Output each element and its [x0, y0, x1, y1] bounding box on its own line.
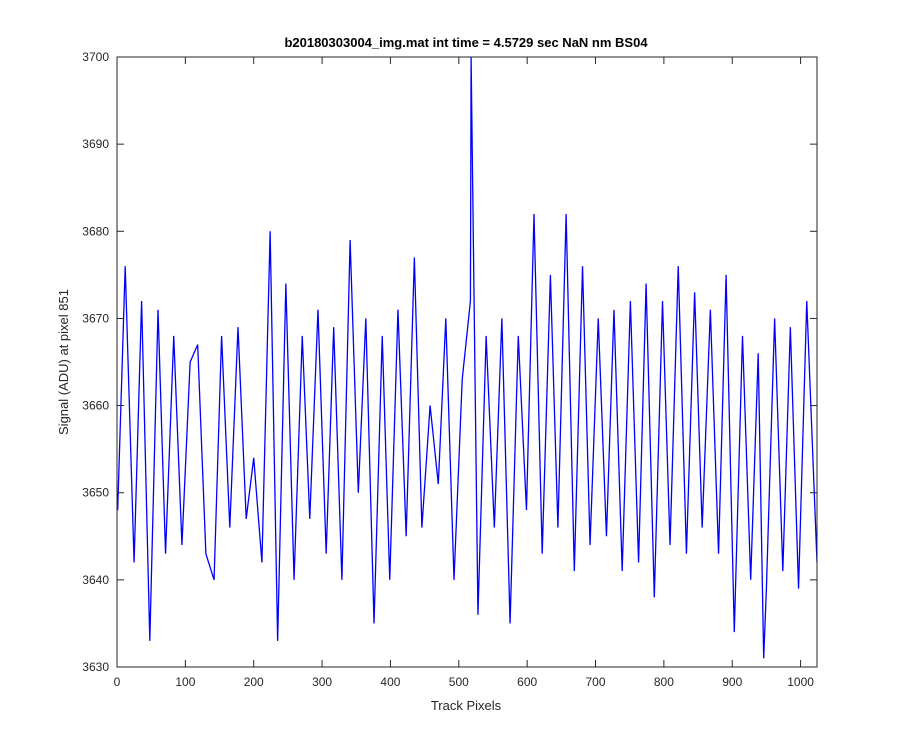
y-tick-label: 3700: [82, 50, 109, 64]
y-tick-label: 3670: [82, 311, 109, 325]
x-tick-label: 500: [449, 675, 469, 689]
y-tick-label: 3680: [82, 224, 109, 238]
series-line-1: [117, 57, 817, 659]
x-tick-label: 900: [722, 675, 742, 689]
y-tick-label: 3690: [82, 137, 109, 151]
x-tick-label: 700: [586, 675, 606, 689]
y-tick-label: 3630: [82, 660, 109, 674]
x-tick-label: 100: [175, 675, 195, 689]
axes-box: [116, 56, 818, 668]
y-tick-label: 3660: [82, 399, 109, 413]
x-tick-label: 600: [517, 675, 537, 689]
x-tick-label: 400: [380, 675, 400, 689]
plot-area: [117, 57, 817, 667]
chart-title: b20180303004_img.mat int time = 4.5729 s…: [284, 35, 648, 50]
x-axis-label: Track Pixels: [431, 698, 502, 713]
y-tick-label: 3650: [82, 486, 109, 500]
x-tick-label: 800: [654, 675, 674, 689]
x-tick-label: 300: [312, 675, 332, 689]
x-tick-label: 1000: [787, 675, 814, 689]
x-tick-label: 200: [244, 675, 264, 689]
x-tick-label: 0: [114, 675, 121, 689]
y-tick-label: 3640: [82, 573, 109, 587]
y-axis-label: Signal (ADU) at pixel 851: [56, 289, 71, 435]
axes-layer: 0 100 200 300 400 500 600 700 800 900 1000 3630 3640…: [82, 50, 818, 689]
data-layer: [117, 57, 817, 659]
